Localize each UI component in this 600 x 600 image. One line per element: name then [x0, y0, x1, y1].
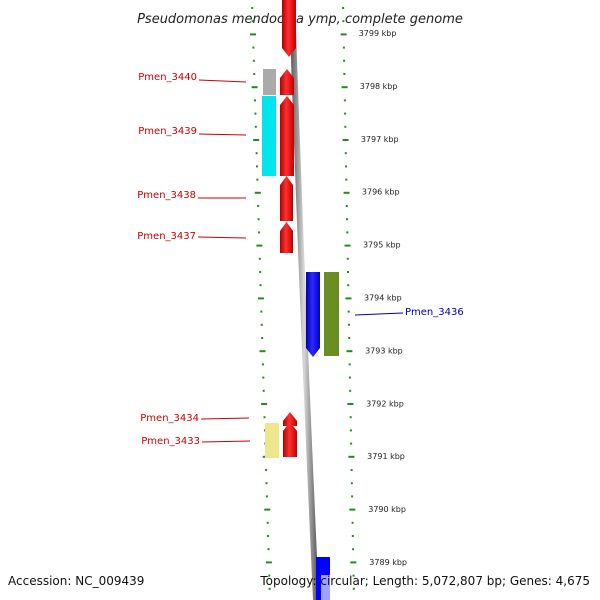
tick-label: 3794 kbp: [364, 294, 402, 303]
gene-arrow: [280, 96, 294, 176]
gene-label[interactable]: Pmen_3440: [138, 72, 197, 83]
gene-arrow: [282, 0, 296, 57]
tick-label: 3799 kbp: [359, 29, 397, 38]
tick-label: 3790 kbp: [368, 505, 406, 514]
gene-leader-line: [200, 417, 250, 420]
gene-features: [262, 0, 339, 600]
gene-leader-line: [354, 312, 404, 316]
gene-label[interactable]: Pmen_3437: [137, 231, 196, 242]
tick-label: 3791 kbp: [367, 452, 405, 461]
tick-label: 3789 kbp: [369, 558, 407, 567]
gene-label[interactable]: Pmen_3433: [141, 436, 200, 447]
gene-arrow: [283, 422, 297, 457]
gene-feature-box: [262, 96, 276, 176]
tick-label: 3795 kbp: [363, 241, 401, 250]
gene-leader-line: [197, 236, 247, 239]
gene-label[interactable]: Pmen_3436: [405, 307, 464, 318]
gene-arrow: [280, 69, 294, 95]
gene-arrow: [306, 272, 320, 357]
tick-tracks: [250, 7, 357, 590]
accession-text: Accession: NC_009439: [8, 574, 145, 588]
tick-label: 3796 kbp: [362, 188, 400, 197]
gene-arrow: [280, 222, 293, 253]
gene-label[interactable]: Pmen_3438: [137, 190, 196, 201]
gene-leader-line: [198, 79, 247, 83]
tick-label: 3798 kbp: [360, 82, 398, 91]
gene-arrow: [283, 412, 297, 426]
gene-highlight: [321, 575, 330, 600]
gene-labels: Pmen_3440 Pmen_3439 Pmen_3438 Pmen_3437 Pmen…: [137, 72, 463, 447]
gene-leader-line: [198, 133, 247, 136]
gene-feature-box: [263, 69, 276, 95]
map-title: Pseudomonas mendocina ymp, complete geno…: [137, 12, 463, 27]
gene-label[interactable]: Pmen_3434: [140, 413, 199, 424]
tick-label: 3797 kbp: [361, 135, 399, 144]
genome-summary-text: Topology: circular; Length: 5,072,807 bp…: [260, 574, 590, 588]
tick-label: 3793 kbp: [365, 346, 403, 355]
gene-label[interactable]: Pmen_3439: [138, 126, 197, 137]
gene-leader-line: [201, 440, 251, 443]
genome-backbone: [289, 0, 319, 600]
tick-label: 3792 kbp: [366, 399, 404, 408]
tick-labels: 3799 kbp 3798 kbp 3797 kbp 3796 kbp 3795 kbp…: [359, 29, 407, 567]
gene-feature-box: [324, 272, 339, 356]
gene-arrow: [280, 176, 293, 221]
gene-feature-box: [265, 423, 279, 458]
